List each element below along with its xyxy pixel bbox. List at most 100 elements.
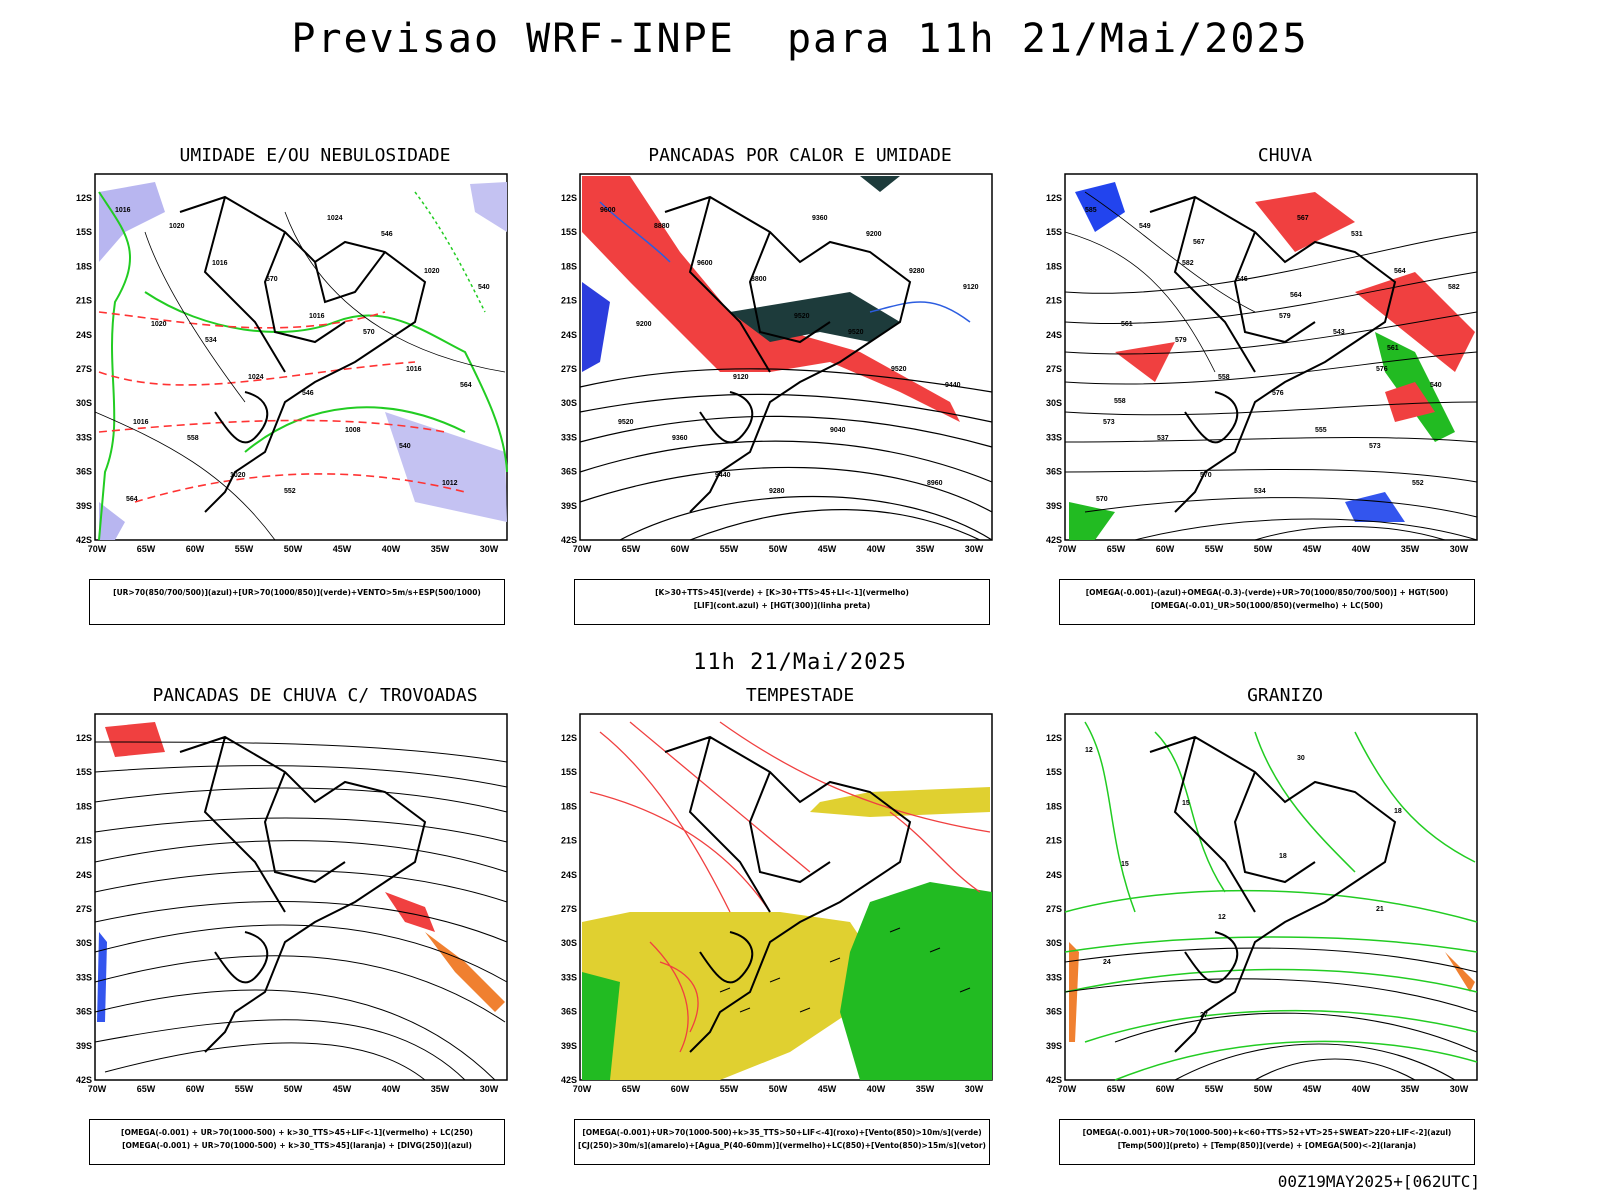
contour-label: 9120 bbox=[963, 284, 979, 291]
contour-label: 9120 bbox=[733, 374, 749, 381]
contour-labels: 9600 9600 9520 9520 9520 9440 9360 9280 9200 9120… bbox=[600, 207, 979, 495]
contour-label: 579 bbox=[1279, 313, 1291, 320]
panel-tempestade: TEMPESTADE 12S 15S 18S 21S 24S 27S 30S 33S 36S 39… bbox=[561, 685, 1030, 1165]
contour-label: 9520 bbox=[848, 329, 864, 336]
lat-tick-label: 24S bbox=[561, 330, 577, 340]
lat-tick-label: 36S bbox=[561, 467, 577, 477]
contour-label: 552 bbox=[1412, 480, 1424, 487]
lon-tick-label: 60W bbox=[1156, 1084, 1175, 1094]
lon-tick-label: 40W bbox=[1352, 1084, 1371, 1094]
contour-label: 1008 bbox=[345, 427, 361, 434]
lat-tick-label: 30S bbox=[561, 938, 577, 948]
contour-label: 9440 bbox=[945, 382, 961, 389]
lat-tick-label: 24S bbox=[1046, 870, 1062, 880]
contour-label: 561 bbox=[1387, 345, 1399, 352]
lat-axis: 12S 15S 18S 21S 24S 27S 30S 33S 36S 39S 42S bbox=[1046, 193, 1062, 545]
map-chuva: 12S 15S 18S 21S 24S 27S 30S 33S 36S 39S 42S 70W 65W… bbox=[1046, 173, 1478, 554]
lon-tick-label: 55W bbox=[720, 544, 739, 554]
contour-label: 1016 bbox=[212, 260, 228, 267]
lon-tick-label: 50W bbox=[769, 1084, 788, 1094]
contour-label: 558 bbox=[1114, 398, 1126, 405]
contour-label: 546 bbox=[381, 231, 393, 238]
lat-tick-label: 21S bbox=[76, 296, 92, 306]
legend-line: [OMEGA(-0.001)+UR>70(1000-500)+k>35_TTS>… bbox=[582, 1128, 982, 1137]
lat-tick-label: 24S bbox=[76, 330, 92, 340]
main-title: Previsao WRF-INPE para 11h 21/Mai/2025 bbox=[291, 16, 1309, 62]
contour-labels: 12 15 18 21 24 27 30 18 15 12 bbox=[1085, 747, 1402, 1019]
lon-tick-label: 55W bbox=[235, 544, 254, 554]
lat-tick-label: 30S bbox=[561, 398, 577, 408]
lon-axis: 70W 65W 60W 55W 50W 45W 40W 35W 30W bbox=[88, 1084, 499, 1094]
contour-label: 579 bbox=[1175, 337, 1187, 344]
lon-tick-label: 40W bbox=[1352, 544, 1371, 554]
lon-tick-label: 50W bbox=[1254, 1084, 1273, 1094]
legend-line: [OMEGA(-0.001) + UR>70(1000-500) + k>30_… bbox=[121, 1128, 473, 1137]
contour-label: 9040 bbox=[830, 427, 846, 434]
lon-tick-label: 65W bbox=[622, 544, 641, 554]
contour-label: 1020 bbox=[230, 472, 246, 479]
contour-label: 573 bbox=[1103, 419, 1115, 426]
contour-label: 15 bbox=[1121, 861, 1129, 868]
contour-label: 27 bbox=[1200, 1012, 1208, 1019]
map-tempestade: 12S 15S 18S 21S 24S 27S 30S 33S 36S 39S 42S 70W 65W… bbox=[561, 713, 993, 1094]
lat-tick-label: 12S bbox=[561, 733, 577, 743]
contour-label: 546 bbox=[1236, 276, 1248, 283]
contour-label: 24 bbox=[1103, 959, 1111, 966]
lat-tick-label: 42S bbox=[1046, 1075, 1062, 1085]
lat-tick-label: 39S bbox=[76, 1041, 92, 1051]
contour-label: 1016 bbox=[115, 207, 131, 214]
lon-tick-label: 40W bbox=[867, 544, 886, 554]
contour-label: 570 bbox=[266, 276, 278, 283]
lat-tick-label: 18S bbox=[561, 801, 577, 811]
lat-tick-label: 39S bbox=[1046, 501, 1062, 511]
legend-line: [K>30+TTS>45](verde) + [K>30+TTS>45+LI<-… bbox=[655, 588, 909, 597]
lon-tick-label: 60W bbox=[1156, 544, 1175, 554]
lat-tick-label: 42S bbox=[76, 1075, 92, 1085]
lat-tick-label: 33S bbox=[76, 972, 92, 982]
legend-line: [UR>70(850/700/500)](azul)+[UR>70(1000/8… bbox=[113, 588, 481, 597]
contour-label: 9520 bbox=[618, 419, 634, 426]
lon-axis: 70W 65W 60W 55W 50W 45W 40W 35W 30W bbox=[573, 544, 984, 554]
contour-labels: 1016 1016 1016 1016 1016 1020 1024 1020 1020 1024… bbox=[115, 207, 490, 503]
lat-tick-label: 15S bbox=[561, 227, 577, 237]
lon-tick-label: 45W bbox=[333, 544, 352, 554]
lat-tick-label: 36S bbox=[76, 1007, 92, 1017]
lat-tick-label: 36S bbox=[561, 1007, 577, 1017]
lon-tick-label: 65W bbox=[1107, 1084, 1126, 1094]
contour-label: 540 bbox=[1430, 382, 1442, 389]
lon-tick-label: 30W bbox=[480, 1084, 499, 1094]
contour-label: 585 bbox=[1085, 207, 1097, 214]
lat-tick-label: 12S bbox=[1046, 733, 1062, 743]
contour-label: 534 bbox=[205, 337, 217, 344]
contour-label: 1012 bbox=[442, 480, 458, 487]
lat-tick-label: 42S bbox=[561, 1075, 577, 1085]
lon-tick-label: 35W bbox=[431, 544, 450, 554]
map-umidade: 12S 15S 18S 21S 24S 27S 30S 33S 36S 39S 42S 70W 65W… bbox=[76, 173, 508, 554]
lat-tick-label: 15S bbox=[561, 767, 577, 777]
lon-tick-label: 45W bbox=[818, 1084, 837, 1094]
lat-tick-label: 33S bbox=[1046, 972, 1062, 982]
lat-tick-label: 42S bbox=[76, 535, 92, 545]
lat-tick-label: 18S bbox=[1046, 261, 1062, 271]
lon-tick-label: 70W bbox=[1058, 1084, 1077, 1094]
lon-tick-label: 55W bbox=[235, 1084, 254, 1094]
map-trovoadas: 12S 15S 18S 21S 24S 27S 30S 33S 36S 39S 42S 70W 65W… bbox=[76, 713, 508, 1094]
contour-label: 561 bbox=[1121, 321, 1133, 328]
map-pancadas-calor: 12S 15S 18S 21S 24S 27S 30S 33S 36S 39S 42S 70W 65W… bbox=[561, 173, 993, 554]
contour-label: 9520 bbox=[794, 313, 810, 320]
contour-label: 1016 bbox=[133, 419, 149, 426]
lon-tick-label: 30W bbox=[965, 1084, 984, 1094]
contour-label: 30 bbox=[1297, 755, 1305, 762]
legend-box: [OMEGA(-0.001)+UR>70(1000-500)+k>35_TTS>… bbox=[574, 1119, 990, 1165]
lon-tick-label: 55W bbox=[720, 1084, 739, 1094]
legend-box: [OMEGA(-0.001)-(azul)+OMEGA(-0.3)-(verde… bbox=[1059, 579, 1475, 625]
legend-line: [LIF](cont.azul) + [HGT(300)](linha pret… bbox=[693, 601, 871, 610]
lon-tick-label: 30W bbox=[965, 544, 984, 554]
contour-label: 552 bbox=[284, 488, 296, 495]
lat-tick-label: 36S bbox=[1046, 467, 1062, 477]
lon-tick-label: 50W bbox=[284, 544, 303, 554]
contour-label: 582 bbox=[1448, 284, 1460, 291]
lat-tick-label: 18S bbox=[76, 801, 92, 811]
contour-label: 9600 bbox=[697, 260, 713, 267]
legend-box: [K>30+TTS>45](verde) + [K>30+TTS>45+LI<-… bbox=[574, 579, 990, 625]
